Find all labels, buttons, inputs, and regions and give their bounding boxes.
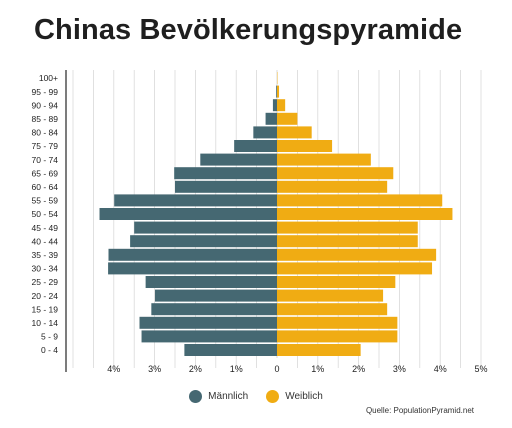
bar-female — [277, 153, 371, 166]
bar-male — [108, 248, 277, 261]
y-tick-label: 65 - 69 — [32, 168, 59, 178]
x-tick-label: 0 — [274, 364, 279, 374]
bar-male — [234, 140, 277, 152]
legend-item-female: Weiblich — [266, 390, 323, 403]
y-tick-label: 5 - 9 — [41, 332, 58, 342]
y-tick-label: 85 - 89 — [32, 114, 59, 124]
y-tick-label: 15 - 19 — [32, 304, 59, 314]
bar-male — [155, 289, 277, 302]
x-tick-label: 1% — [311, 364, 324, 374]
bar-male — [141, 330, 277, 343]
legend-label-male: Männlich — [208, 391, 249, 402]
y-tick-label: 70 - 74 — [32, 155, 59, 165]
x-tick-label: 4% — [434, 364, 447, 374]
bar-female — [277, 344, 361, 356]
legend-label-female: Weiblich — [285, 391, 323, 402]
bar-male — [272, 99, 277, 112]
y-tick-label: 60 - 64 — [32, 182, 59, 192]
y-tick-label: 55 - 59 — [32, 196, 59, 206]
bar-male — [174, 167, 277, 180]
bar-male — [139, 316, 277, 329]
y-tick-label: 100+ — [39, 73, 58, 83]
tick-labels: 100+ 95 - 99 90 - 94 85 - 89 80 - 84 75 - 79 7… — [32, 73, 488, 374]
y-tick-label: 30 - 34 — [32, 264, 59, 274]
x-tick-label: 4% — [107, 364, 120, 374]
bar-male — [134, 221, 277, 234]
y-tick-label: 75 - 79 — [32, 141, 59, 151]
y-tick-label: 0 - 4 — [41, 345, 58, 355]
bar-male — [276, 85, 277, 98]
source-note: Quelle: PopulationPyramid.net — [365, 406, 474, 415]
y-tick-label: 10 - 14 — [32, 318, 59, 328]
y-tick-label: 35 - 39 — [32, 250, 59, 260]
y-tick-label: 45 - 49 — [32, 223, 59, 233]
bar-female — [277, 140, 333, 152]
bar-male — [184, 344, 277, 356]
legend-item-male: Männlich — [189, 390, 248, 403]
bar-female — [277, 112, 298, 125]
x-tick-label: 2% — [352, 364, 365, 374]
bar-female — [277, 289, 384, 302]
x-tick-label: 3% — [148, 364, 161, 374]
x-tick-label: 1% — [230, 364, 243, 374]
bar-female — [277, 316, 398, 329]
chart-title: Chinas Bevölkerungspyramide — [34, 14, 463, 46]
bar-female — [277, 248, 437, 261]
y-tick-label: 95 - 99 — [32, 87, 59, 97]
bar-male — [108, 262, 277, 275]
bar-female — [277, 99, 286, 112]
bar-male — [99, 208, 278, 220]
bar-female — [277, 235, 418, 248]
bar-female — [277, 208, 453, 220]
bar-male — [253, 126, 277, 139]
bar-female — [277, 194, 443, 207]
bar-female — [277, 262, 433, 275]
legend-swatch-male — [189, 390, 203, 403]
legend: Männlich Weiblich — [0, 390, 512, 403]
bar-male — [175, 180, 277, 193]
y-tick-label: 50 - 54 — [32, 209, 59, 219]
x-tick-label: 3% — [393, 364, 406, 374]
y-tick-label: 80 - 84 — [32, 128, 59, 138]
bar-male — [151, 303, 277, 316]
bar-male — [114, 194, 277, 207]
bar-female — [277, 330, 398, 343]
bar-female — [277, 85, 280, 98]
y-tick-label: 40 - 44 — [32, 236, 59, 246]
bar-male — [200, 153, 277, 166]
bar-female — [277, 303, 388, 316]
bar-female — [277, 167, 394, 180]
bar-female — [277, 221, 418, 234]
bar-female — [277, 180, 388, 193]
bar-male — [145, 276, 277, 288]
legend-swatch-female — [266, 390, 280, 403]
x-tick-label: 5% — [474, 364, 487, 374]
bars — [99, 72, 453, 356]
bar-male — [265, 112, 277, 125]
bar-female — [277, 276, 396, 288]
bar-female — [277, 126, 312, 139]
x-tick-label: 2% — [189, 364, 202, 374]
bar-male — [130, 235, 277, 248]
y-tick-label: 25 - 29 — [32, 277, 59, 287]
y-tick-label: 90 - 94 — [32, 100, 59, 110]
y-tick-label: 20 - 24 — [32, 291, 59, 301]
